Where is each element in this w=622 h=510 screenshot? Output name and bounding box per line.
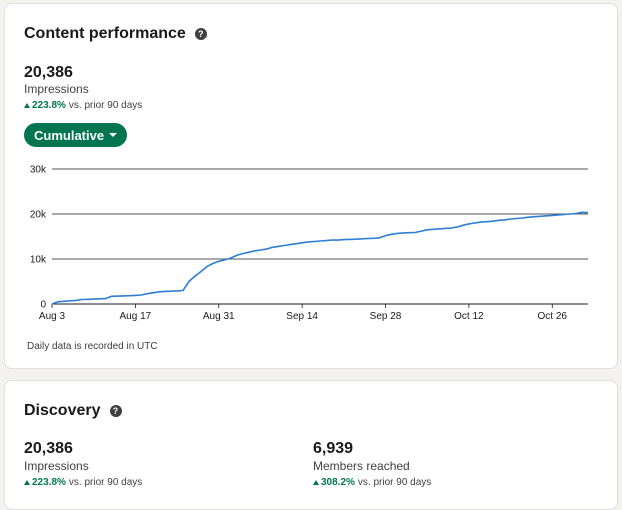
up-arrow-icon bbox=[313, 480, 319, 485]
discovery-impressions-change: 223.8% vs. prior 90 days bbox=[24, 477, 142, 488]
members-reached-change-pct: 308.2% bbox=[313, 477, 355, 488]
impressions-change: 223.8% vs. prior 90 days bbox=[24, 100, 142, 111]
x-tick-label: Aug 31 bbox=[203, 311, 235, 322]
impressions-change-text: vs. prior 90 days bbox=[68, 100, 143, 111]
cumulative-dropdown-label: Cumulative bbox=[34, 127, 105, 143]
content-performance-title: Content performance bbox=[24, 25, 186, 42]
content-performance-card: Content performance ? 20,386 Impressions… bbox=[4, 3, 618, 369]
impressions-series-line bbox=[51, 211, 589, 305]
members-reached-change: 308.2% vs. prior 90 days bbox=[313, 477, 431, 488]
discovery-impressions-label: Impressions bbox=[24, 459, 89, 473]
x-tick-label: Oct 26 bbox=[538, 311, 568, 322]
discovery-impressions-change-pct: 223.8% bbox=[24, 477, 66, 488]
impressions-change-pct: 223.8% bbox=[24, 100, 66, 111]
impressions-value: 20,386 bbox=[24, 64, 73, 81]
members-reached-value: 6,939 bbox=[313, 440, 354, 457]
x-tick-label: Sep 28 bbox=[370, 311, 402, 322]
x-tick-label: Sep 14 bbox=[286, 311, 318, 322]
discovery-card: Discovery ? 20,386 Impressions 223.8% vs… bbox=[4, 380, 618, 510]
up-arrow-icon bbox=[24, 103, 30, 108]
discovery-header: Discovery ? bbox=[24, 402, 122, 420]
discovery-impressions-value: 20,386 bbox=[24, 440, 73, 457]
members-reached-change-pct-value: 308.2% bbox=[321, 477, 355, 488]
content-performance-header: Content performance ? bbox=[24, 25, 207, 43]
y-tick-label: 30k bbox=[30, 165, 47, 176]
discovery-impressions-change-text: vs. prior 90 days bbox=[68, 477, 143, 488]
discovery-title: Discovery bbox=[24, 402, 101, 419]
x-tick-label: Oct 12 bbox=[454, 311, 484, 322]
impressions-line-chart: 0 10k 20k 30k Aug 3 Aug 17 Aug 31 Sep 14 Sep 28 O… bbox=[30, 165, 589, 322]
y-tick-label: 0 bbox=[40, 300, 46, 311]
y-tick-label: 10k bbox=[30, 255, 47, 266]
caret-down-icon bbox=[109, 133, 118, 137]
cumulative-dropdown-button[interactable]: Cumulative bbox=[24, 123, 128, 147]
y-tick-label: 20k bbox=[30, 210, 47, 221]
discovery-impressions-change-pct-value: 223.8% bbox=[32, 477, 66, 488]
impressions-label: Impressions bbox=[24, 82, 89, 96]
x-tick-label: Aug 17 bbox=[120, 311, 152, 322]
impressions-change-pct-value: 223.8% bbox=[32, 100, 66, 111]
x-tick-label: Aug 3 bbox=[39, 311, 66, 322]
members-reached-change-text: vs. prior 90 days bbox=[357, 477, 432, 488]
question-circle-icon[interactable]: ? bbox=[109, 405, 122, 417]
members-reached-label: Members reached bbox=[313, 459, 410, 473]
up-arrow-icon bbox=[24, 480, 30, 485]
utc-footnote: Daily data is recorded in UTC bbox=[27, 341, 158, 352]
question-circle-icon[interactable]: ? bbox=[194, 28, 207, 40]
